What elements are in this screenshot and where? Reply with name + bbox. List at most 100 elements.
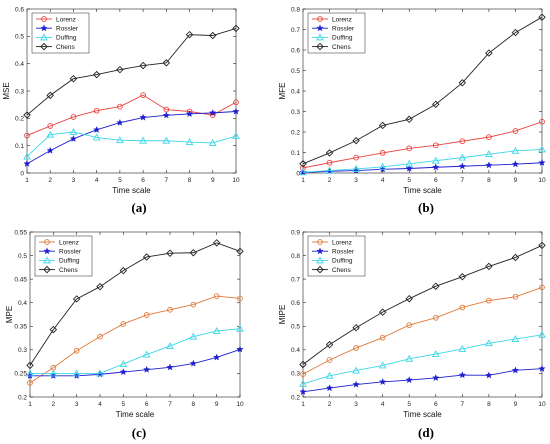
data-point-rossler bbox=[139, 113, 147, 121]
x-tick-label: 10 bbox=[232, 177, 240, 184]
data-point-duffing bbox=[208, 138, 217, 146]
legend-label-duffing: Duffing bbox=[332, 258, 353, 265]
legend-label-chens: Chens bbox=[59, 267, 79, 274]
data-point-lorenz bbox=[406, 145, 413, 152]
series-line-rossler bbox=[302, 368, 543, 393]
data-point-duffing bbox=[378, 162, 387, 170]
legend-label-lorenz: Lorenz bbox=[56, 16, 76, 23]
data-point-chens bbox=[232, 24, 240, 33]
x-tick-label: 3 bbox=[354, 401, 358, 408]
x-tick-label: 8 bbox=[487, 177, 491, 184]
data-point-lorenz bbox=[167, 306, 173, 313]
series-line-duffing bbox=[302, 334, 543, 385]
data-point-chens bbox=[485, 49, 493, 57]
data-point-duffing bbox=[232, 132, 240, 140]
data-point-duffing bbox=[92, 133, 101, 141]
y-tick-label: 0.4 bbox=[15, 61, 24, 68]
data-point-duffing bbox=[116, 136, 124, 144]
data-point-duffing bbox=[96, 369, 104, 377]
data-point-duffing bbox=[142, 350, 151, 358]
data-point-duffing bbox=[352, 164, 360, 172]
data-point-lorenz bbox=[379, 150, 386, 156]
data-point-rossler bbox=[511, 366, 520, 374]
data-point-chens bbox=[92, 70, 101, 79]
legend-label-duffing: Duffing bbox=[332, 35, 353, 42]
data-point-lorenz bbox=[486, 134, 492, 140]
y-tick-label: 0.4 bbox=[291, 347, 300, 354]
data-point-chens bbox=[139, 61, 147, 70]
data-point-lorenz bbox=[326, 357, 333, 363]
x-tick-label: 4 bbox=[381, 177, 385, 184]
data-point-rossler bbox=[325, 384, 334, 392]
data-point-rossler bbox=[189, 359, 198, 367]
y-tick-label: 0.4 bbox=[291, 88, 300, 95]
x-tick-label: 10 bbox=[538, 401, 546, 408]
data-point-duffing bbox=[49, 369, 58, 377]
data-point-duffing bbox=[325, 166, 334, 174]
x-tick-label: 3 bbox=[75, 401, 79, 408]
x-tick-label: 4 bbox=[98, 401, 102, 408]
data-point-lorenz bbox=[27, 380, 33, 386]
x-tick-label: 2 bbox=[48, 177, 52, 184]
chart-panel-b: 1 2 3 4 5 6 7 8 9 10 0 0.1 0.2 0.3 0.4 0.5 0.6 0.7 0.8 Time… bbox=[278, 6, 546, 215]
series-chens bbox=[299, 241, 546, 369]
data-point-lorenz bbox=[539, 284, 545, 291]
chart-panel-c: 1 2 3 4 5 6 7 8 9 10 0.2 0.25 0.3 0.35 0.4 0.45 0.5 0.55 T… bbox=[5, 229, 244, 440]
data-point-lorenz bbox=[512, 128, 519, 134]
y-axis-label: MSE bbox=[2, 82, 11, 99]
data-point-chens bbox=[378, 121, 387, 130]
data-point-lorenz bbox=[486, 297, 492, 304]
y-tick-label: 0.7 bbox=[291, 276, 300, 283]
series-line-duffing bbox=[30, 328, 241, 374]
data-point-chens bbox=[162, 59, 171, 67]
legend-marker-chens bbox=[40, 42, 48, 51]
x-tick-label: 6 bbox=[434, 177, 438, 184]
data-point-duffing bbox=[189, 332, 198, 340]
x-tick-label: 10 bbox=[236, 401, 244, 408]
series-duffing bbox=[23, 127, 240, 160]
y-tick-label: 0.6 bbox=[291, 47, 300, 54]
data-point-rossler bbox=[405, 164, 413, 172]
y-tick-label: 0 bbox=[296, 170, 300, 177]
y-tick-label: 0.45 bbox=[14, 276, 27, 283]
data-point-rossler bbox=[485, 161, 493, 169]
legend-label-duffing: Duffing bbox=[59, 258, 80, 265]
data-point-rossler bbox=[23, 159, 31, 167]
y-tick-label: 0.1 bbox=[15, 143, 24, 150]
y-tick-label: 0.2 bbox=[15, 116, 24, 123]
x-tick-label: 1 bbox=[25, 177, 29, 184]
y-tick-label: 0.2 bbox=[291, 394, 300, 401]
series-rossler bbox=[299, 364, 546, 395]
data-point-rossler bbox=[69, 134, 78, 142]
series-chens bbox=[23, 24, 240, 119]
series-line-chens bbox=[26, 27, 237, 116]
data-point-rossler bbox=[538, 158, 546, 166]
data-point-rossler bbox=[432, 374, 440, 382]
y-tick-label: 0.8 bbox=[291, 253, 300, 260]
data-point-rossler bbox=[185, 110, 194, 118]
y-tick-label: 0.5 bbox=[291, 324, 300, 331]
y-axis-label: MIPE bbox=[278, 305, 287, 325]
data-point-chens bbox=[299, 160, 307, 168]
data-point-duffing bbox=[352, 366, 360, 374]
data-point-chens bbox=[352, 323, 360, 332]
data-point-chens bbox=[378, 308, 387, 316]
data-point-chens bbox=[119, 266, 128, 275]
panel-caption: (d) bbox=[418, 425, 434, 440]
data-point-lorenz bbox=[432, 142, 439, 149]
x-tick-label: 1 bbox=[28, 401, 32, 408]
data-point-duffing bbox=[511, 146, 520, 154]
legend-marker-duffing bbox=[43, 256, 51, 264]
x-tick-label: 9 bbox=[215, 401, 219, 408]
series-line-chens bbox=[29, 242, 241, 366]
legend-marker-duffing bbox=[316, 33, 324, 41]
data-point-rossler bbox=[405, 376, 413, 384]
data-point-duffing bbox=[485, 339, 493, 347]
data-point-lorenz bbox=[70, 114, 77, 120]
x-tick-label: 1 bbox=[301, 177, 305, 184]
data-point-duffing bbox=[166, 342, 174, 350]
legend-label-duffing: Duffing bbox=[56, 35, 77, 42]
x-tick-label: 6 bbox=[141, 177, 145, 184]
data-point-duffing bbox=[46, 130, 55, 138]
